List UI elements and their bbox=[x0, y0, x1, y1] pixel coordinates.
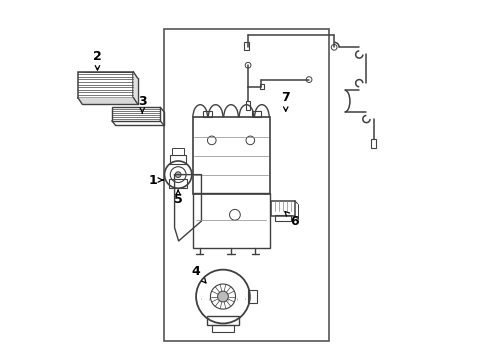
Bar bbox=[212, 324, 233, 332]
Bar bbox=[192, 193, 269, 248]
Bar bbox=[163, 30, 328, 341]
Bar bbox=[370, 139, 375, 148]
Polygon shape bbox=[78, 98, 137, 104]
Bar bbox=[251, 111, 260, 117]
Bar bbox=[245, 101, 249, 110]
Bar bbox=[192, 117, 269, 194]
Bar bbox=[169, 179, 187, 188]
Text: 3: 3 bbox=[138, 95, 146, 113]
Bar bbox=[78, 72, 133, 98]
Circle shape bbox=[217, 291, 228, 302]
Bar bbox=[112, 107, 160, 121]
Bar bbox=[172, 148, 183, 155]
Bar bbox=[203, 111, 212, 117]
Bar bbox=[244, 42, 248, 50]
Bar bbox=[170, 155, 185, 164]
Text: 4: 4 bbox=[191, 265, 205, 283]
Bar bbox=[271, 201, 294, 216]
Polygon shape bbox=[133, 72, 137, 104]
Circle shape bbox=[175, 172, 181, 177]
Text: 1: 1 bbox=[148, 174, 163, 186]
Text: 6: 6 bbox=[285, 211, 298, 228]
Bar bbox=[206, 316, 239, 325]
Text: 7: 7 bbox=[281, 91, 289, 111]
Bar bbox=[247, 290, 257, 303]
Text: 5: 5 bbox=[173, 190, 182, 206]
Bar bbox=[274, 215, 290, 221]
Text: 2: 2 bbox=[93, 50, 102, 70]
Bar bbox=[260, 84, 264, 89]
